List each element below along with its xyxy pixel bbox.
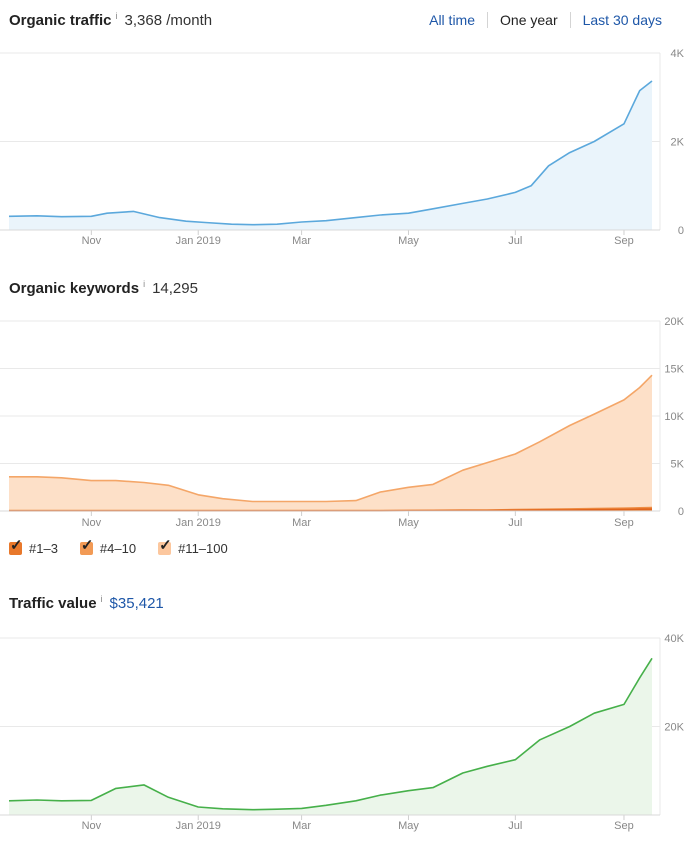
organic-traffic-header: Organic traffic i 3,368 /month <box>9 11 213 29</box>
x-tick-label: Mar <box>292 235 311 247</box>
y-tick-label: 0 <box>678 506 684 518</box>
checkbox-11-100[interactable]: ✓ <box>158 538 172 555</box>
organic-keywords-value: 14,295 <box>152 280 198 297</box>
organic-traffic-title: Organic traffic <box>9 12 112 29</box>
organic-keywords-chart: 20K 15K 10K 5K 0 Nov Jan 2019 Mar May Jul Sep <box>0 313 700 535</box>
keywords-legend: ✓ #1–3 ✓ #4–10 ✓ #11–100 <box>9 538 250 556</box>
x-tick-label: Nov <box>82 820 102 832</box>
y-tick-label: 20K <box>664 316 684 328</box>
organic-keywords-header: Organic keywords i 14,295 <box>9 279 198 297</box>
organic-traffic-info-icon[interactable]: i <box>115 11 118 21</box>
organic-traffic-value: 3,368 /month <box>124 12 213 29</box>
y-tick-label: 0 <box>678 225 684 237</box>
x-tick-label: Nov <box>82 517 102 529</box>
checkbox-1-3[interactable]: ✓ <box>9 538 23 555</box>
x-tick-label: Sep <box>614 235 634 247</box>
checkmark-icon: ✓ <box>10 537 23 554</box>
x-tick-label: May <box>398 235 419 247</box>
organic-keywords-title: Organic keywords <box>9 280 140 297</box>
traffic-value-header: Traffic value i $35,421 <box>9 594 164 612</box>
checkmark-icon: ✓ <box>80 537 94 554</box>
traffic-value-value[interactable]: $35,421 <box>109 595 164 612</box>
legend-label-4-10: #4–10 <box>99 541 137 556</box>
range-separator <box>487 12 489 28</box>
series-area <box>9 658 652 815</box>
organic-traffic-chart: 4K 2K 0 Nov Jan 2019 Mar May Jul Sep <box>0 45 700 255</box>
series-area <box>9 81 652 230</box>
time-range-selector: All time One year Last 30 days <box>417 12 674 28</box>
x-tick-label: Jan 2019 <box>176 820 221 832</box>
x-tick-label: Jul <box>508 235 522 247</box>
series-line <box>9 374 653 503</box>
series-line <box>8 657 653 811</box>
range-all-time[interactable]: All time <box>429 12 476 28</box>
series-line <box>8 80 653 226</box>
traffic-value-title: Traffic value <box>9 595 97 612</box>
checkbox-4-10[interactable]: ✓ <box>79 538 94 555</box>
organic-keywords-info-icon[interactable]: i <box>143 279 146 289</box>
traffic-value-chart: 40K 20K Nov Jan 2019 Mar May Jul Sep <box>0 630 700 840</box>
y-tick-label: 2K <box>671 137 685 149</box>
range-one-year[interactable]: One year <box>500 12 558 28</box>
x-tick-label: Sep <box>614 517 634 529</box>
x-tick-label: Jul <box>508 820 522 832</box>
y-tick-label: 20K <box>664 722 684 734</box>
x-tick-label: Mar <box>292 517 311 529</box>
x-tick-label: Jul <box>508 517 522 529</box>
range-last-30-days[interactable]: Last 30 days <box>582 12 662 28</box>
x-tick-label: Sep <box>614 820 634 832</box>
series-area <box>9 375 652 511</box>
y-tick-label: 15K <box>664 364 684 376</box>
x-tick-label: Jan 2019 <box>176 235 221 247</box>
checkmark-icon: ✓ <box>159 537 172 554</box>
legend-item-1-3[interactable]: ✓ #1–3 <box>9 538 58 556</box>
y-tick-label: 40K <box>664 633 684 645</box>
legend-item-11-100[interactable]: ✓ #11–100 <box>158 538 228 556</box>
range-separator <box>569 12 571 28</box>
x-tick-label: Mar <box>292 820 311 832</box>
x-tick-label: Jan 2019 <box>176 517 221 529</box>
y-tick-label: 5K <box>671 459 685 471</box>
x-tick-label: Nov <box>82 235 102 247</box>
y-tick-label: 10K <box>664 411 684 423</box>
legend-label-11-100: #11–100 <box>178 541 228 556</box>
legend-item-4-10[interactable]: ✓ #4–10 <box>79 538 137 556</box>
traffic-value-info-icon[interactable]: i <box>100 594 103 604</box>
y-tick-label: 4K <box>671 48 685 60</box>
x-tick-label: May <box>398 517 419 529</box>
x-tick-label: May <box>398 820 419 832</box>
legend-label-1-3: #1–3 <box>29 541 58 556</box>
